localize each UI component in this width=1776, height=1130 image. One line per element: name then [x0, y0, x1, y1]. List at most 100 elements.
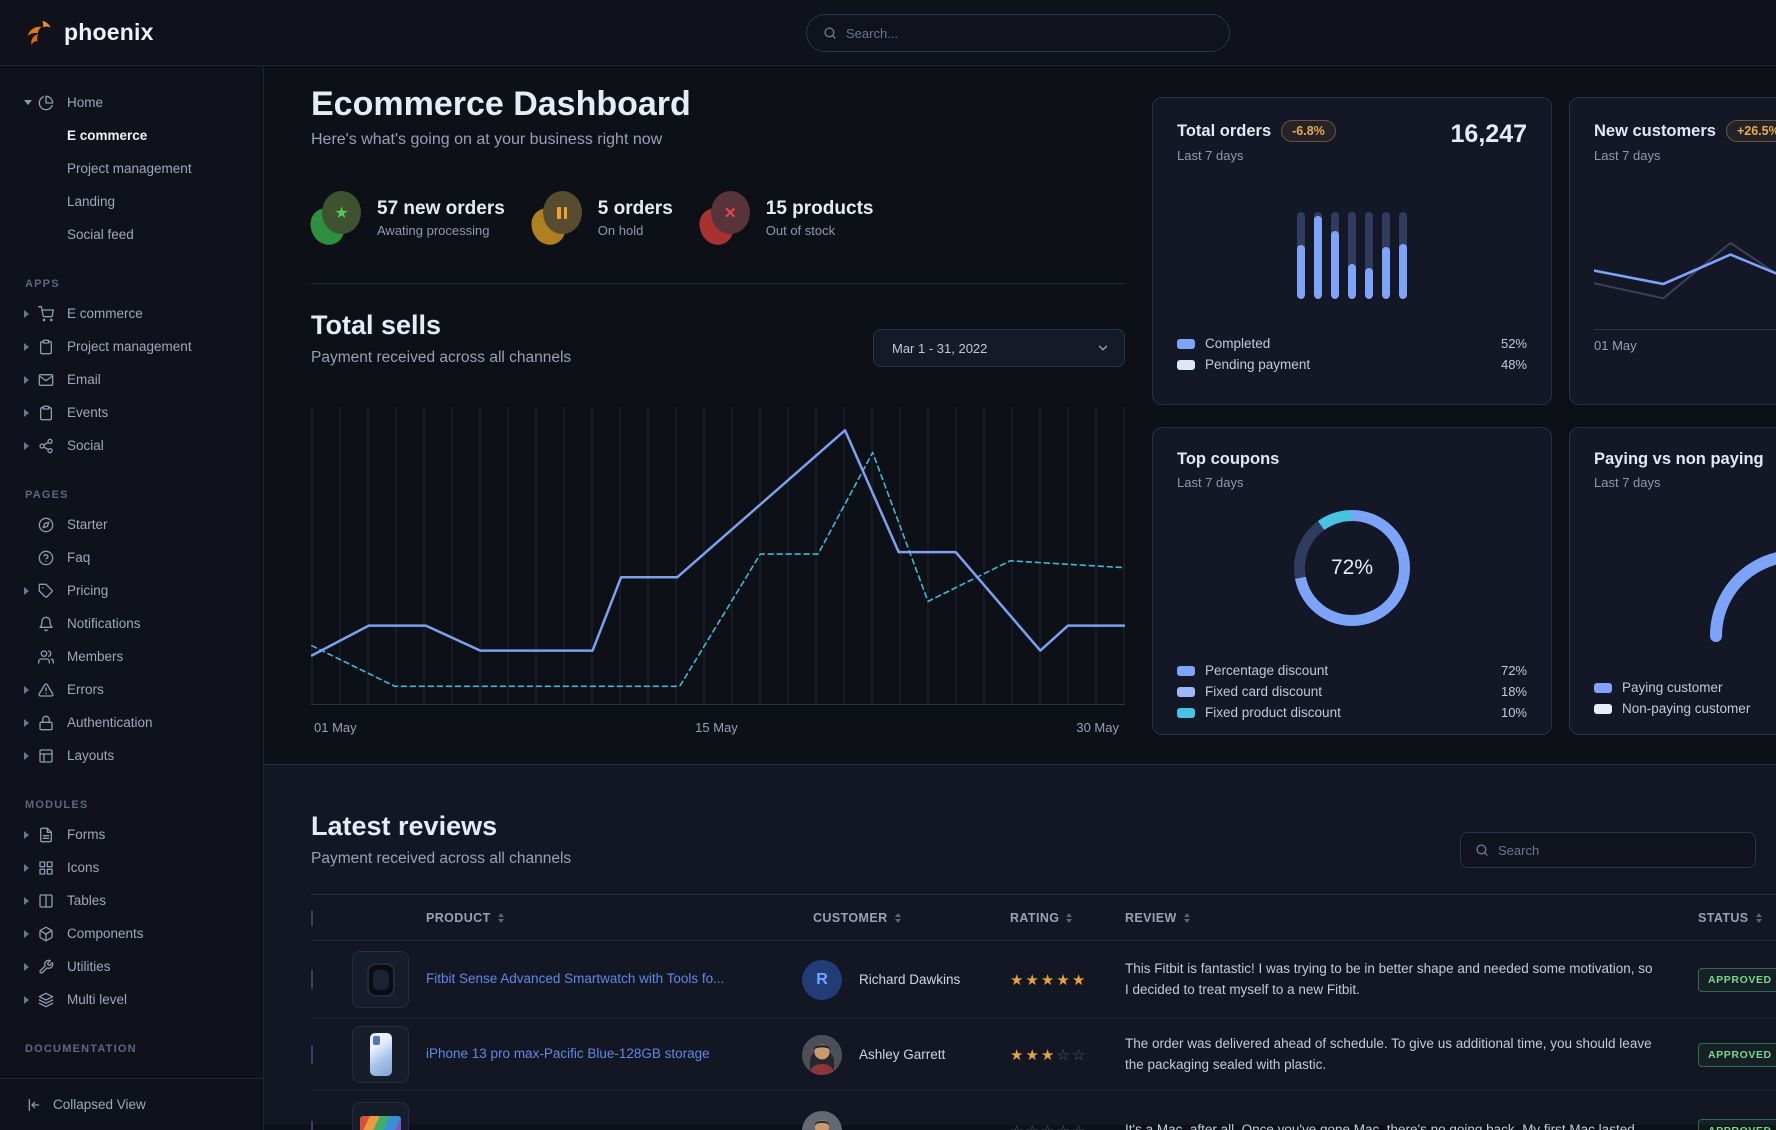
dashboard-top-section: Ecommerce Dashboard Here's what's going …	[264, 66, 1776, 735]
column-header-status[interactable]: STATUS	[1690, 911, 1776, 925]
top-coupons-card: Top coupons Last 7 days 72% Percentage d…	[1152, 427, 1552, 735]
sidebar-item-home[interactable]: Home	[24, 86, 251, 119]
product-link[interactable]: Fitbit Sense Advanced Smartwatch with To…	[426, 971, 725, 987]
table-row[interactable]: iPhone 13 pro max-Pacific Blue-128GB sto…	[311, 1019, 1776, 1091]
reviews-search-input[interactable]	[1498, 842, 1741, 858]
tag-icon	[38, 583, 67, 599]
brand-logo[interactable]: phoenix	[24, 18, 154, 48]
paying-vs-nonpaying-card: Paying vs non paying Last 7 days Paying …	[1569, 427, 1776, 735]
row-checkbox[interactable]	[311, 1044, 313, 1064]
caret-right-icon	[24, 995, 29, 1004]
legend-label: Non-paying customer	[1622, 701, 1751, 716]
new-customers-title: New customers	[1594, 121, 1716, 140]
clipboard-icon	[38, 339, 67, 355]
phoenix-logo-icon	[24, 18, 54, 48]
row-checkbox[interactable]	[311, 1120, 313, 1130]
avatar: R	[802, 959, 842, 1000]
review-text: The order was delivered ahead of schedul…	[1125, 1036, 1652, 1072]
sidebar-item-multi-level[interactable]: Multi level	[24, 983, 251, 1016]
product-link[interactable]: iPhone 13 pro max-Pacific Blue-128GB sto…	[426, 1046, 710, 1062]
lock-icon	[38, 715, 67, 731]
sidebar-item-label: Forms	[67, 827, 106, 842]
sidebar-item-members[interactable]: Members	[24, 640, 251, 673]
table-row[interactable]: ☆☆☆☆☆ It's a Mac, after all. Once you've…	[311, 1091, 1776, 1130]
shopping-cart-icon	[38, 305, 67, 322]
sidebar-item-utilities[interactable]: Utilities	[24, 950, 251, 983]
status-badge: APPROVED✓	[1698, 1042, 1776, 1067]
section-divider	[311, 283, 1125, 284]
sidebar-item-project-management[interactable]: Project management	[67, 161, 192, 176]
total-orders-bar-chart	[1297, 212, 1407, 299]
help-circle-icon	[38, 550, 67, 566]
sidebar-item-tables[interactable]: Tables	[24, 884, 251, 917]
sidebar-item-label: Notifications	[67, 616, 141, 631]
sidebar-item-events[interactable]: Events	[24, 396, 251, 429]
stat-caption: Out of stock	[765, 223, 836, 238]
sidebar-item-notifications[interactable]: Notifications	[24, 607, 251, 640]
global-search-input[interactable]	[846, 25, 1213, 41]
legend-value: 52%	[1500, 336, 1527, 351]
date-range-select[interactable]: Mar 1 - 31, 2022	[873, 329, 1125, 367]
bell-icon	[38, 616, 67, 632]
sidebar-item-label: Authentication	[67, 715, 153, 730]
table-row[interactable]: Fitbit Sense Advanced Smartwatch with To…	[311, 941, 1776, 1019]
caret-right-icon	[24, 586, 29, 595]
sidebar-item-forms[interactable]: Forms	[24, 818, 251, 851]
column-header-product[interactable]: PRODUCT	[352, 911, 802, 925]
sidebar-item-email[interactable]: Email	[24, 363, 251, 396]
order-stats-row: ★ 57 new orders Awating processing 5 ord…	[306, 191, 1125, 249]
new-customers-x-label: 01 May	[1594, 338, 1637, 353]
order-bar	[1399, 212, 1407, 299]
main-content: Ecommerce Dashboard Here's what's going …	[264, 66, 1776, 1130]
product-thumbnail	[352, 951, 409, 1008]
sidebar-item-label: Starter	[67, 517, 108, 532]
reviews-table-header: PRODUCT CUSTOMER RATING REVIEW STATUS	[311, 894, 1776, 941]
total-orders-period: Last 7 days	[1177, 148, 1244, 163]
stat-value: 5 orders	[597, 198, 673, 219]
sidebar-item-landing[interactable]: Landing	[67, 194, 116, 209]
sidebar-item-faq[interactable]: Faq	[24, 541, 251, 574]
caret-down-icon	[24, 100, 32, 105]
new-customers-period: Last 7 days	[1594, 148, 1661, 163]
column-header-customer[interactable]: CUSTOMER	[802, 911, 1002, 925]
row-checkbox[interactable]	[311, 969, 313, 989]
total-orders-legend: Completed 52% Pending payment 48%	[1177, 333, 1527, 375]
collapsed-view-toggle[interactable]: Collapsed View	[0, 1078, 263, 1130]
total-orders-value: 16,247	[1450, 120, 1527, 148]
legend-item-fixed-product-discount: Fixed product discount 10%	[1177, 702, 1527, 723]
kpi-cards-grid: Total orders -6.8% Last 7 days 16,247 Co…	[1152, 66, 1776, 735]
sidebar-item-e-commerce[interactable]: E commerce	[24, 297, 251, 330]
sidebar-item-pricing[interactable]: Pricing	[24, 574, 251, 607]
compass-icon	[38, 517, 67, 533]
sidebar-item-components[interactable]: Components	[24, 917, 251, 950]
sidebar-item-errors[interactable]: Errors	[24, 673, 251, 706]
legend-value: 10%	[1500, 705, 1527, 720]
column-header-review[interactable]: REVIEW	[1117, 911, 1690, 925]
caret-right-icon	[24, 309, 29, 318]
sidebar-item-layouts[interactable]: Layouts	[24, 739, 251, 772]
sidebar-item-e-commerce[interactable]: E commerce	[67, 128, 148, 143]
caret-right-icon	[24, 830, 29, 839]
sidebar-item-social-feed[interactable]: Social feed	[67, 227, 134, 242]
caret-right-icon	[24, 342, 29, 351]
sidebar-item-project-management[interactable]: Project management	[24, 330, 251, 363]
sidebar-item-starter[interactable]: Starter	[24, 508, 251, 541]
sidebar-item-icons[interactable]: Icons	[24, 851, 251, 884]
column-header-rating[interactable]: RATING	[1002, 911, 1117, 925]
sort-icon	[894, 912, 901, 923]
sidebar-item-social[interactable]: Social	[24, 429, 251, 462]
collapse-left-icon	[26, 1097, 42, 1113]
users-icon	[38, 649, 67, 665]
select-all-checkbox[interactable]	[311, 909, 313, 926]
sidebar-item-authentication[interactable]: Authentication	[24, 706, 251, 739]
tool-icon	[38, 959, 67, 975]
new-customers-card: New customers +26.5% Last 7 days 01 May	[1569, 97, 1776, 405]
total-sells-subtitle: Payment received across all channels	[311, 349, 572, 366]
total-sells-title: Total sells	[311, 310, 442, 340]
caret-right-icon	[24, 375, 29, 384]
sidebar-item-label: Errors	[67, 682, 104, 697]
status-badge: APPROVED✓	[1698, 967, 1776, 992]
sidebar-item-label: Project management	[67, 339, 192, 354]
rating-stars: ★★★★★	[1010, 971, 1088, 989]
total-orders-card: Total orders -6.8% Last 7 days 16,247 Co…	[1152, 97, 1552, 405]
